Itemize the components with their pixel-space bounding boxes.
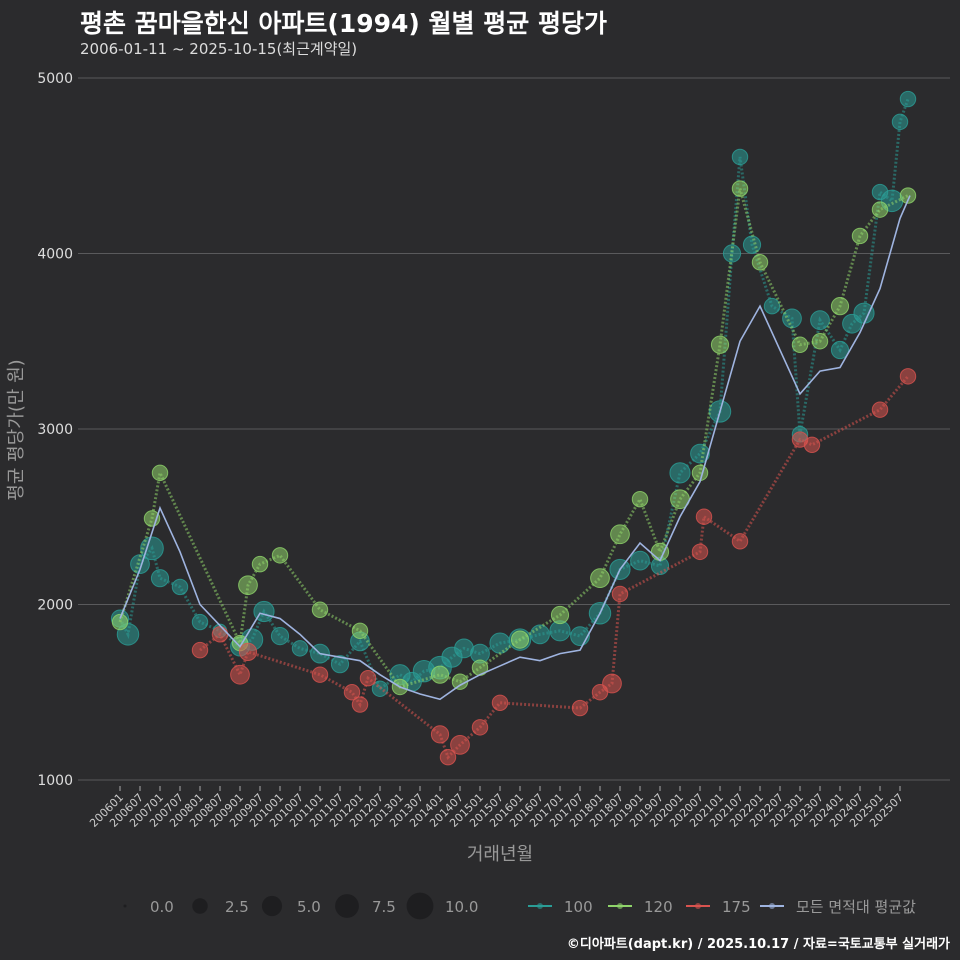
data-point-100 <box>810 310 830 331</box>
data-point-120 <box>510 630 530 649</box>
data-point-120 <box>811 333 829 350</box>
data-point-120 <box>430 665 450 684</box>
data-point-120 <box>271 547 289 564</box>
legend-series-label: 120 <box>644 898 673 916</box>
legend-key-point <box>695 903 701 909</box>
data-point-120 <box>751 254 769 271</box>
data-point-175 <box>571 699 589 717</box>
legend-size-marker <box>335 894 359 918</box>
data-point-175 <box>803 436 821 454</box>
data-point-175 <box>343 684 361 701</box>
series-line-120 <box>118 188 909 689</box>
data-point-175 <box>871 401 889 418</box>
data-point-100 <box>853 302 875 324</box>
data-point-175 <box>359 669 377 687</box>
data-point-120 <box>631 490 649 508</box>
data-point-100 <box>899 90 917 108</box>
data-point-100 <box>630 550 650 571</box>
data-point-120 <box>251 555 269 573</box>
data-point-100 <box>891 113 909 131</box>
y-tick-label: 2000 <box>37 598 73 614</box>
data-point-175 <box>230 664 250 685</box>
data-point-175 <box>695 508 713 525</box>
data-point-175 <box>899 368 917 385</box>
data-point-120 <box>830 297 850 316</box>
data-point-175 <box>439 748 457 766</box>
data-point-100 <box>830 340 850 360</box>
data-point-175 <box>611 585 629 603</box>
data-point-175 <box>491 694 509 711</box>
x-axis-title: 거래년월 <box>467 844 533 865</box>
legend-size-marker <box>192 898 208 914</box>
data-point-120 <box>590 568 610 589</box>
data-point-175 <box>691 543 709 561</box>
legend-size-label: 5.0 <box>297 898 321 916</box>
data-point-120 <box>691 464 709 482</box>
data-point-100 <box>330 655 350 674</box>
data-point-100 <box>291 640 309 657</box>
source-caption: ©디아파트(dapt.kr) / 2025.10.17 / 자료=국토교통부 실… <box>566 937 950 952</box>
data-point-120 <box>710 335 730 354</box>
y-tick-label: 3000 <box>37 422 73 438</box>
legend-key-point <box>537 903 543 909</box>
data-point-175 <box>602 673 622 694</box>
chart-title: 평촌 꿈마을한신 아파트(1994) 월별 평균 평당가 <box>80 9 607 38</box>
legend-series-label: 모든 면적대 평균값 <box>796 898 916 916</box>
legend-key-point <box>769 903 775 909</box>
data-point-120 <box>610 524 630 545</box>
data-point-120 <box>550 605 570 625</box>
data-point-120 <box>851 227 869 245</box>
legend-size-label: 7.5 <box>372 898 396 916</box>
data-point-120 <box>151 464 169 482</box>
data-point-100 <box>191 613 209 631</box>
series-line-avg <box>119 195 911 701</box>
legend-size-label: 10.0 <box>445 898 478 916</box>
data-point-120 <box>791 336 809 353</box>
data-point-175 <box>450 735 470 755</box>
series-line-175 <box>199 375 910 760</box>
data-point-120 <box>111 613 129 631</box>
data-point-100 <box>130 554 150 575</box>
data-point-100 <box>140 536 164 561</box>
data-point-175 <box>430 725 450 744</box>
data-point-100 <box>763 297 781 315</box>
data-point-175 <box>311 666 329 683</box>
legend-series-label: 175 <box>722 898 751 916</box>
data-point-175 <box>471 719 489 736</box>
data-point-100 <box>171 578 189 596</box>
y-axis-title: 평균 평당가(만 원) <box>6 359 27 500</box>
data-point-100 <box>731 148 749 166</box>
data-point-175 <box>238 642 258 661</box>
legend-size-marker <box>123 904 127 908</box>
data-point-120 <box>731 180 749 197</box>
data-point-100 <box>669 462 691 484</box>
legend-size-marker <box>406 892 434 920</box>
data-point-175 <box>191 641 209 659</box>
data-point-120 <box>311 601 329 618</box>
data-point-120 <box>238 575 258 596</box>
data-point-175 <box>211 626 229 643</box>
y-tick-label: 1000 <box>37 773 73 789</box>
legend-series-label: 100 <box>564 898 593 916</box>
legend-size-marker <box>261 895 283 917</box>
data-point-175 <box>731 533 749 550</box>
data-point-100 <box>270 626 290 646</box>
y-tick-label: 5000 <box>37 71 73 87</box>
data-point-120 <box>871 201 889 218</box>
series-line-100 <box>118 98 910 692</box>
legend-key-point <box>617 903 623 909</box>
legend-size-label: 2.5 <box>225 898 249 916</box>
chart-subtitle: 2006-01-11 ~ 2025-10-15(최근계약일) <box>80 40 358 58</box>
data-point-120 <box>351 622 369 640</box>
data-point-100 <box>570 626 590 646</box>
data-point-100 <box>150 569 170 588</box>
y-tick-label: 4000 <box>37 247 73 263</box>
data-point-100 <box>722 244 742 263</box>
legend-size-label: 0.0 <box>150 898 174 916</box>
data-point-175 <box>351 696 369 713</box>
data-point-120 <box>899 187 917 204</box>
